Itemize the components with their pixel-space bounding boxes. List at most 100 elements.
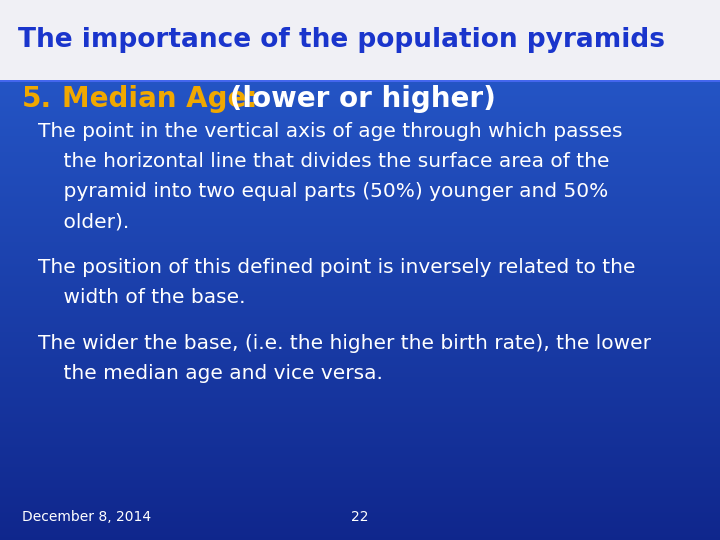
Bar	[0, 189, 720, 190]
Bar	[0, 169, 720, 170]
Bar	[0, 306, 720, 307]
Bar	[0, 148, 720, 149]
Bar	[0, 276, 720, 277]
Bar	[0, 381, 720, 382]
Bar	[0, 449, 720, 450]
Bar	[0, 375, 720, 376]
Bar	[0, 217, 720, 218]
Bar	[0, 231, 720, 232]
Bar	[0, 226, 720, 227]
Bar	[0, 275, 720, 276]
Bar	[0, 464, 720, 465]
Bar	[0, 215, 720, 216]
Bar	[0, 297, 720, 298]
Bar	[0, 535, 720, 536]
Bar	[0, 322, 720, 323]
Bar	[0, 433, 720, 434]
Bar	[0, 157, 720, 158]
Bar	[0, 126, 720, 127]
Bar	[0, 536, 720, 537]
Bar	[0, 397, 720, 398]
Text: width of the base.: width of the base.	[38, 288, 246, 307]
Bar	[0, 398, 720, 399]
Bar	[0, 522, 720, 523]
Bar	[0, 162, 720, 163]
Bar	[0, 435, 720, 436]
Bar	[0, 510, 720, 511]
Bar	[0, 408, 720, 409]
Bar	[0, 137, 720, 138]
Bar	[0, 463, 720, 464]
Bar	[0, 143, 720, 144]
Bar	[0, 103, 720, 104]
Bar	[0, 369, 720, 370]
Bar	[0, 138, 720, 139]
Bar	[0, 158, 720, 159]
Bar	[0, 404, 720, 405]
Bar	[0, 316, 720, 317]
Bar	[0, 358, 720, 359]
Bar	[0, 423, 720, 424]
Bar	[0, 183, 720, 184]
Bar	[0, 269, 720, 270]
Bar	[0, 480, 720, 481]
Bar	[0, 370, 720, 371]
Bar	[0, 222, 720, 223]
Bar	[0, 105, 720, 106]
Bar	[0, 509, 720, 510]
Bar	[0, 414, 720, 415]
Bar	[0, 426, 720, 427]
Bar	[0, 84, 720, 85]
Bar	[0, 263, 720, 264]
Bar	[0, 147, 720, 148]
Bar	[0, 425, 720, 426]
Bar	[0, 118, 720, 119]
Bar	[0, 230, 720, 231]
Bar	[0, 132, 720, 133]
Text: 22: 22	[351, 510, 369, 524]
Bar	[0, 318, 720, 319]
Bar	[0, 98, 720, 99]
Bar	[0, 411, 720, 412]
Bar	[0, 248, 720, 249]
Bar	[0, 373, 720, 374]
Bar	[0, 181, 720, 182]
Bar	[0, 80, 720, 81]
Bar	[0, 341, 720, 342]
Bar	[0, 533, 720, 534]
Bar	[0, 213, 720, 214]
Bar	[0, 287, 720, 288]
Bar	[0, 286, 720, 287]
Bar	[0, 352, 720, 353]
Bar	[0, 267, 720, 268]
Bar	[0, 347, 720, 348]
Bar	[0, 427, 720, 428]
Bar	[0, 501, 720, 502]
Bar	[0, 505, 720, 506]
Bar	[0, 458, 720, 459]
Bar	[0, 108, 720, 109]
Bar	[0, 332, 720, 333]
Bar	[0, 170, 720, 171]
Text: Median Age:: Median Age:	[62, 85, 258, 113]
Bar	[0, 200, 720, 201]
Bar	[0, 465, 720, 466]
Bar	[0, 180, 720, 181]
Bar	[0, 289, 720, 290]
Bar	[0, 241, 720, 242]
Bar	[0, 117, 720, 118]
Bar	[0, 90, 720, 91]
Bar	[0, 135, 720, 136]
Bar	[0, 194, 720, 195]
Bar	[0, 203, 720, 204]
Bar	[0, 390, 720, 391]
Bar	[0, 335, 720, 336]
Bar	[0, 473, 720, 474]
Bar	[0, 218, 720, 219]
Bar	[0, 196, 720, 197]
Bar	[0, 282, 720, 283]
Bar	[0, 504, 720, 505]
Bar	[0, 394, 720, 395]
Bar	[0, 508, 720, 509]
Bar	[0, 345, 720, 346]
